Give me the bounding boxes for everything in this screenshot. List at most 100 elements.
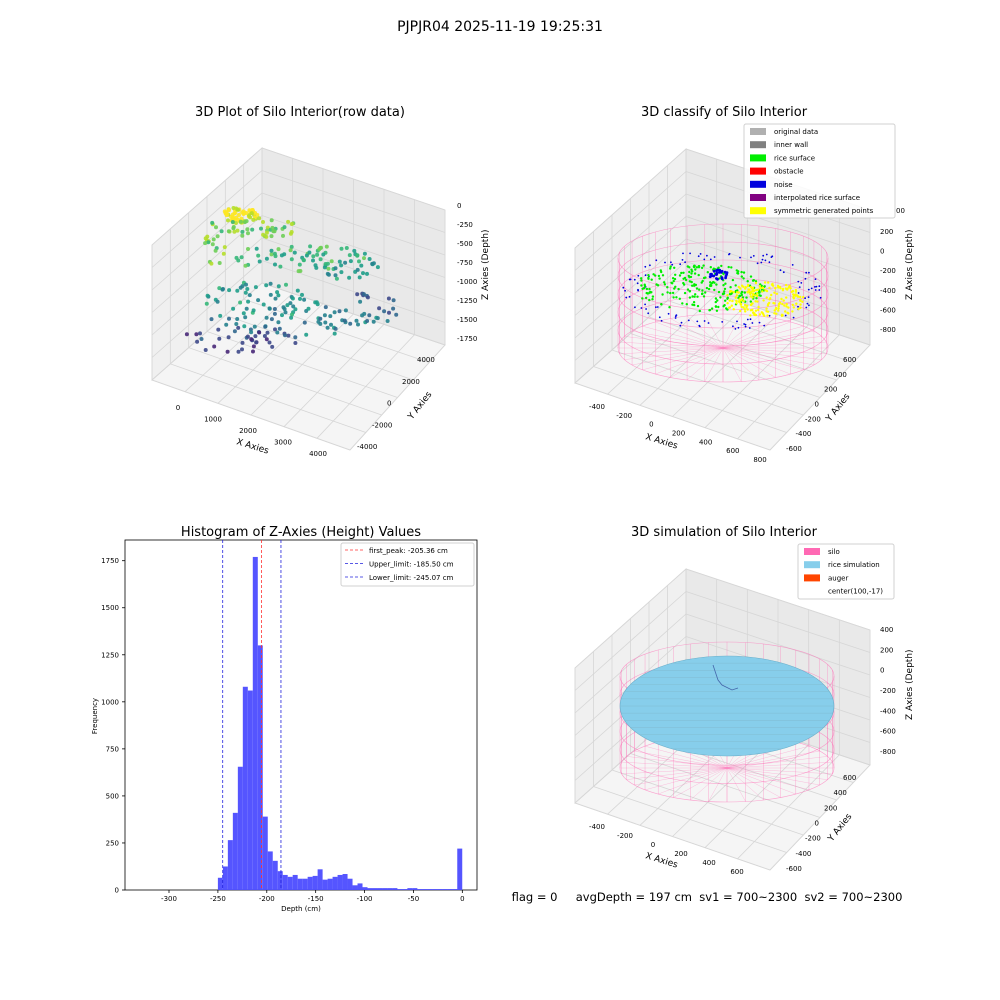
panel1-data-point [261,220,265,224]
panel1-data-point [250,227,255,232]
panel1-data-point [251,217,256,222]
panel2-rice-surface-point [709,266,712,269]
panel2-symmetric-point [770,293,773,297]
panel2-noise-point [797,292,800,294]
panel-tick-label: -400 [796,430,812,438]
panel2-noise-point [682,252,684,255]
panel1-data-point [337,309,342,314]
panel2-grid-floor-x [769,344,871,451]
panel1-data-point [293,341,298,345]
panel2-rice-surface-point [688,290,692,293]
panel4-silo-floor-spoke [644,745,728,769]
panel1-data-point [382,309,387,314]
panel1-data-point [362,256,366,261]
panel2-noise-point [805,306,808,309]
panel2-noise-point [637,289,639,292]
panel2-symmetric-point [737,285,740,289]
histogram-legend-entries: first_peak: -205.36 cm Upper_limit: -185.… [345,547,454,582]
panel1-data-point [359,263,364,268]
panel-tick-label: 200 [674,850,687,858]
panel1-data-point [216,327,221,332]
panel2-symmetric-point [794,294,797,297]
panel1-data-point [227,288,232,293]
panel2-noise-point [739,256,741,259]
panel2-legend-label: inner wall [774,141,808,149]
panel1-data-point [231,215,235,220]
panel2-symmetric-point [786,287,789,291]
panel4-silo-floor-spoke [626,767,728,780]
panel2-rice-surface-point [715,309,719,312]
panel2-symmetric-point [744,287,747,290]
panel2-noise-point [746,318,749,321]
panel2-rice-surface-point [648,287,651,291]
histogram-bar [452,889,458,890]
panel2-rice-surface-point [673,287,676,290]
panel2-silo-floor-spoke [655,347,724,375]
panel2-symmetric-point [774,287,777,290]
panel4-legend-label: silo [828,548,840,556]
panel1-data-point [339,246,344,251]
panel2-noise-point [718,268,722,272]
histogram-bar [437,889,443,890]
panel2-symmetric-point [775,312,778,315]
panel2-rice-surface-point [675,296,678,299]
panel2-rice-surface-point [684,278,688,282]
panel2-rice-surface-point [647,276,650,280]
panel2-rice-surface-point [724,299,727,302]
panel1-data-point [236,325,241,330]
histogram-legend-frame [340,542,475,587]
panel2-rice-surface-point [672,279,675,283]
panel-tick-label: -1750 [457,335,477,343]
panel1-data-point [206,240,211,245]
panel2-silo-floor-spoke [722,347,760,381]
panel1-data-point [321,252,326,257]
panel1-data-point [332,310,337,315]
panel2-symmetric-point [726,302,729,305]
panel4-legend-frame [797,543,895,600]
panel2-noise-point [725,273,728,276]
panel4-silo-floor-spoke [726,767,828,780]
panel2-rice-surface-point [693,264,696,268]
panel2-noise-point [762,254,765,257]
panel2-symmetric-point [780,297,783,301]
panel1-data-point [367,313,372,318]
panel2-symmetric-point [745,306,748,309]
panel1-data-point [347,275,352,280]
panel1-data-point [313,263,318,268]
histogram-bar [297,878,303,890]
panel2-symmetric-point [754,281,758,285]
panel1-data-point [215,299,220,304]
panel1-data-point [276,293,281,298]
panel1-data-point [375,265,380,270]
panel2-legend-frame [743,123,896,219]
panel1-data-point [264,230,269,235]
panel2-noise-point [713,256,716,258]
panel1-data-point [269,248,274,253]
panel2-symmetric-point [762,299,765,302]
panel4-legend-entries: silo rice simulation auger center(100,-17) [804,548,883,596]
panel2-noise-point [818,285,821,288]
panel2-rice-surface-point [749,275,753,278]
panel2-noise-point [707,322,710,324]
panel2-rice-surface-point [736,289,739,292]
panel4-silo-floor-spoke [673,767,728,798]
panel2-silo-floor-spoke [722,347,776,378]
panel2-symmetric-point [753,313,756,317]
panel2-noise-point [675,314,678,316]
panel2-symmetric-point [781,302,784,306]
panel2-symmetric-point [732,291,735,294]
panel4-legend-swatch [804,548,820,555]
panel1-data-point [281,233,285,238]
panel2-symmetric-point [739,287,742,290]
histogram-y-tick-label: 1750 [101,557,119,565]
panel2-rice-surface-point [648,298,651,302]
panel2-symmetric-point [801,300,804,303]
panel2-silo-floor-spoke [722,321,791,349]
panel-tick-label: 4000 [417,356,435,364]
panel1-data-point [289,257,294,262]
panel2-rice-surface-point [641,297,644,300]
panel-tick-label: 0 [651,841,655,849]
panel1-data-point [218,313,223,318]
panel2-noise-point [791,264,794,266]
panel2-noise-point [779,269,782,272]
